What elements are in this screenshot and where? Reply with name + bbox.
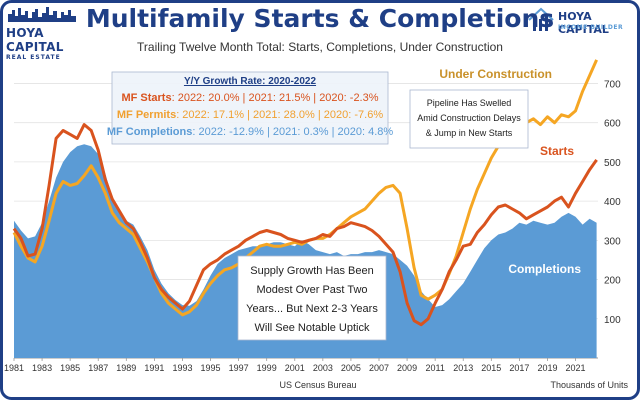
supply-line-1: Supply Growth Has Been	[250, 265, 374, 277]
x-tick-label: 2021	[566, 363, 586, 373]
pipeline-line-3: & Jump in New Starts	[426, 128, 513, 138]
starts-line	[12, 123, 598, 327]
growth-row-permits: MF Permits: 2022: 17.1% | 2021: 28.0% | …	[117, 109, 383, 121]
x-tick-label: 1999	[257, 363, 277, 373]
logo-left-sub: REAL ESTATE	[6, 54, 61, 61]
x-tick-label: 1983	[32, 363, 52, 373]
growth-row-permits-text: : 2022: 17.1% | 2021: 28.0% | 2020: -7.6…	[176, 109, 383, 121]
growth-row-completions-text: : 2022: -12.9% | 2021: 0.3% | 2020: 4.8%	[192, 126, 393, 138]
x-tick-label: 1997	[229, 363, 249, 373]
y-tick-label: 400	[604, 197, 621, 208]
label-under-construction: Under Construction	[439, 67, 552, 81]
y-tick-label: 600	[604, 119, 621, 130]
completions-area	[14, 144, 597, 358]
pipeline-line-1: Pipeline Has Swelled	[427, 98, 512, 108]
logo-left-name: HOYA CAPITAL	[6, 26, 64, 54]
chart-title: Multifamily Starts & Completions	[85, 4, 555, 33]
x-tick-label: 2003	[313, 363, 333, 373]
logo-right-sub: INCOME BUILDER	[558, 24, 624, 31]
source-label: US Census Bureau	[279, 380, 356, 390]
growth-row-starts-label: MF Starts	[121, 92, 171, 104]
y-tick-label: 700	[604, 79, 621, 90]
x-tick-label: 2001	[285, 363, 305, 373]
x-axis-ticks: 1981 1983 1985 1987 1989 1991 1993 1995 1997 1999…	[4, 358, 586, 373]
y-axis-ticks: 100 200 300 400 500 600 700	[604, 79, 621, 325]
x-tick-label: 2011	[425, 363, 444, 373]
y-tick-label: 500	[604, 158, 621, 169]
growth-box-heading: Y/Y Growth Rate: 2020-2022	[184, 76, 317, 87]
x-tick-label: 2015	[481, 363, 501, 373]
units-label: Thousands of Units	[550, 380, 628, 390]
y-tick-label: 300	[604, 236, 621, 247]
y-tick-label: 100	[604, 315, 621, 326]
supply-box	[237, 255, 387, 341]
growth-row-completions: MF Completions: 2022: -12.9% | 2021: 0.3…	[107, 126, 394, 138]
logo-right-name: HOYA CAPITAL	[558, 10, 609, 36]
growth-row-completions-label: MF Completions	[107, 126, 193, 138]
growth-row-starts-text: : 2022: 20.0% | 2021: 21.5% | 2020: -2.3…	[172, 92, 379, 104]
growth-row-starts: MF Starts: 2022: 20.0% | 2021: 21.5% | 2…	[121, 92, 378, 104]
x-tick-label: 1985	[60, 363, 80, 373]
label-starts: Starts	[540, 144, 574, 158]
x-tick-label: 1991	[144, 363, 164, 373]
city-skyline-icon	[8, 7, 76, 22]
x-tick-label: 2007	[369, 363, 389, 373]
pipeline-line-2: Amid Construction Delays	[417, 113, 521, 123]
x-tick-label: 2019	[537, 363, 557, 373]
x-tick-label: 1987	[88, 363, 108, 373]
house-chart-icon	[528, 7, 554, 31]
chart-subtitle: Trailing Twelve Month Total: Starts, Com…	[137, 40, 503, 54]
label-completions: Completions	[508, 262, 581, 276]
x-tick-label: 1981	[4, 363, 24, 373]
pipeline-box	[409, 89, 529, 149]
x-tick-label: 1989	[116, 363, 136, 373]
supply-line-2: Modest Over Past Two	[256, 284, 367, 296]
hoya-capital-logo: HOYA CAPITAL REAL ESTATE	[6, 6, 80, 61]
x-tick-label: 2013	[453, 363, 473, 373]
growth-box	[111, 71, 389, 145]
supply-line-4: Will See Notable Uptick	[255, 322, 370, 334]
x-tick-label: 2005	[341, 363, 361, 373]
y-tick-label: 200	[604, 276, 621, 287]
x-tick-label: 1995	[201, 363, 221, 373]
supply-line-3: Years... But Next 2-3 Years	[246, 303, 378, 315]
x-tick-label: 2017	[509, 363, 529, 373]
growth-row-permits-label: MF Permits	[117, 109, 176, 121]
x-tick-label: 2009	[397, 363, 417, 373]
x-tick-label: 1993	[172, 363, 192, 373]
